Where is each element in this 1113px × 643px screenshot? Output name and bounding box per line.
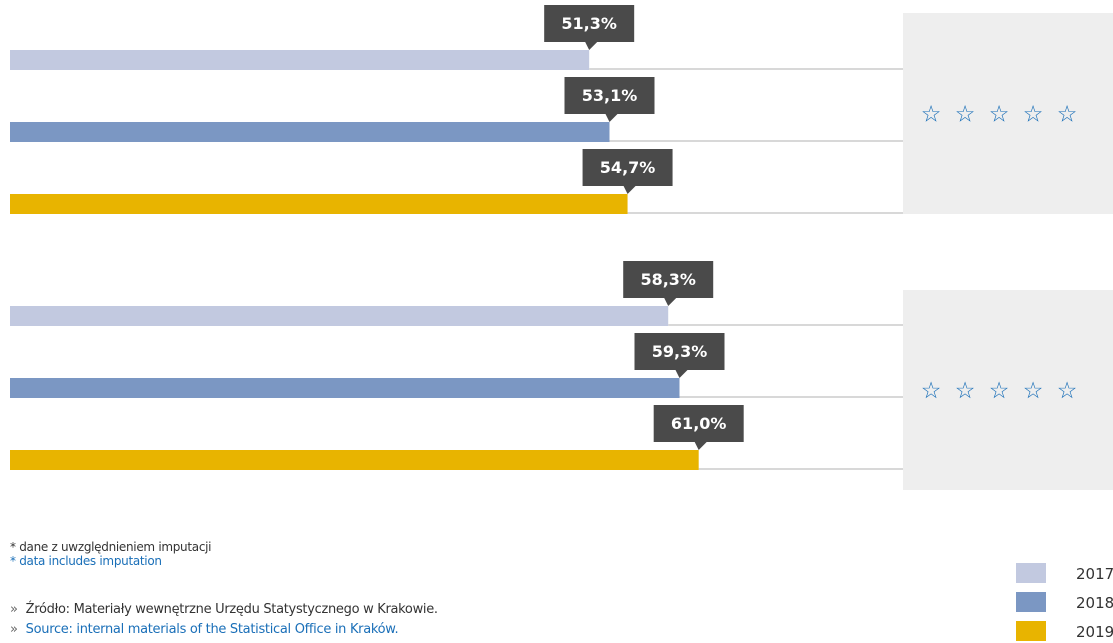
- source-en-text: Source: internal materials of the Statis…: [25, 622, 399, 637]
- data-label-pointer: [664, 298, 677, 306]
- star-icon: ☆: [1023, 378, 1044, 404]
- bar-2019: [10, 450, 699, 470]
- bar-2018: [10, 122, 610, 142]
- legend-label-2019: 2019: [1076, 623, 1113, 641]
- rating-panel: [903, 13, 1113, 214]
- legend-swatch-2018: [1016, 592, 1046, 612]
- rating-panel: [903, 290, 1113, 490]
- data-label-pointer: [675, 370, 688, 378]
- bar-2017: [10, 50, 590, 70]
- star-icon: ☆: [921, 102, 942, 128]
- data-label-pointer: [623, 186, 636, 194]
- legend-swatch-2017: [1016, 563, 1046, 583]
- data-label-box: [544, 5, 635, 42]
- bar-2018: [10, 378, 680, 398]
- star-icon: ☆: [989, 102, 1010, 128]
- data-label: 59,3%: [652, 342, 708, 361]
- data-label-box: [634, 333, 725, 370]
- data-label: 58,3%: [640, 270, 696, 289]
- star-icon: ☆: [1023, 102, 1044, 128]
- data-label: 54,7%: [600, 158, 656, 177]
- legend-label-2017: 2017: [1076, 565, 1113, 583]
- data-label-pointer: [585, 42, 598, 50]
- imputation-note-pl: * dane z uwzględnieniem imputacji: [10, 540, 212, 554]
- source-pl: » Źródło: Materiały wewnętrzne Urzędu Sta…: [10, 600, 438, 620]
- legend-label-2018: 2018: [1076, 594, 1113, 612]
- data-label: 53,1%: [582, 86, 638, 105]
- star-icon: ☆: [955, 378, 976, 404]
- bar-2017: [10, 306, 669, 326]
- sources: » Źródło: Materiały wewnętrzne Urzędu Sta…: [10, 600, 438, 640]
- source-pl-text: Źródło: Materiały wewnętrzne Urzędu Stat…: [25, 602, 438, 617]
- imputation-note-en: * data includes imputation: [10, 554, 162, 568]
- bar-2019: [10, 194, 628, 214]
- data-label-box: [564, 77, 655, 114]
- footnotes: * dane z uwzględnieniem imputacji * data…: [10, 540, 212, 568]
- star-icon: ☆: [955, 102, 976, 128]
- legend-swatch-2019: [1016, 621, 1046, 641]
- data-label-box: [623, 261, 714, 298]
- bullet-icon: »: [10, 602, 18, 617]
- bullet-icon: »: [10, 622, 18, 637]
- star-icon: ☆: [921, 378, 942, 404]
- star-icon: ☆: [1057, 378, 1078, 404]
- data-label: 61,0%: [671, 414, 727, 433]
- data-label-box: [653, 405, 744, 442]
- data-label-box: [582, 149, 673, 186]
- data-label: 51,3%: [561, 14, 617, 33]
- source-en: » Source: internal materials of the Stati…: [10, 620, 438, 640]
- data-label-pointer: [694, 442, 707, 450]
- star-icon: ☆: [1057, 102, 1078, 128]
- star-icon: ☆: [989, 378, 1010, 404]
- data-label-pointer: [605, 114, 618, 122]
